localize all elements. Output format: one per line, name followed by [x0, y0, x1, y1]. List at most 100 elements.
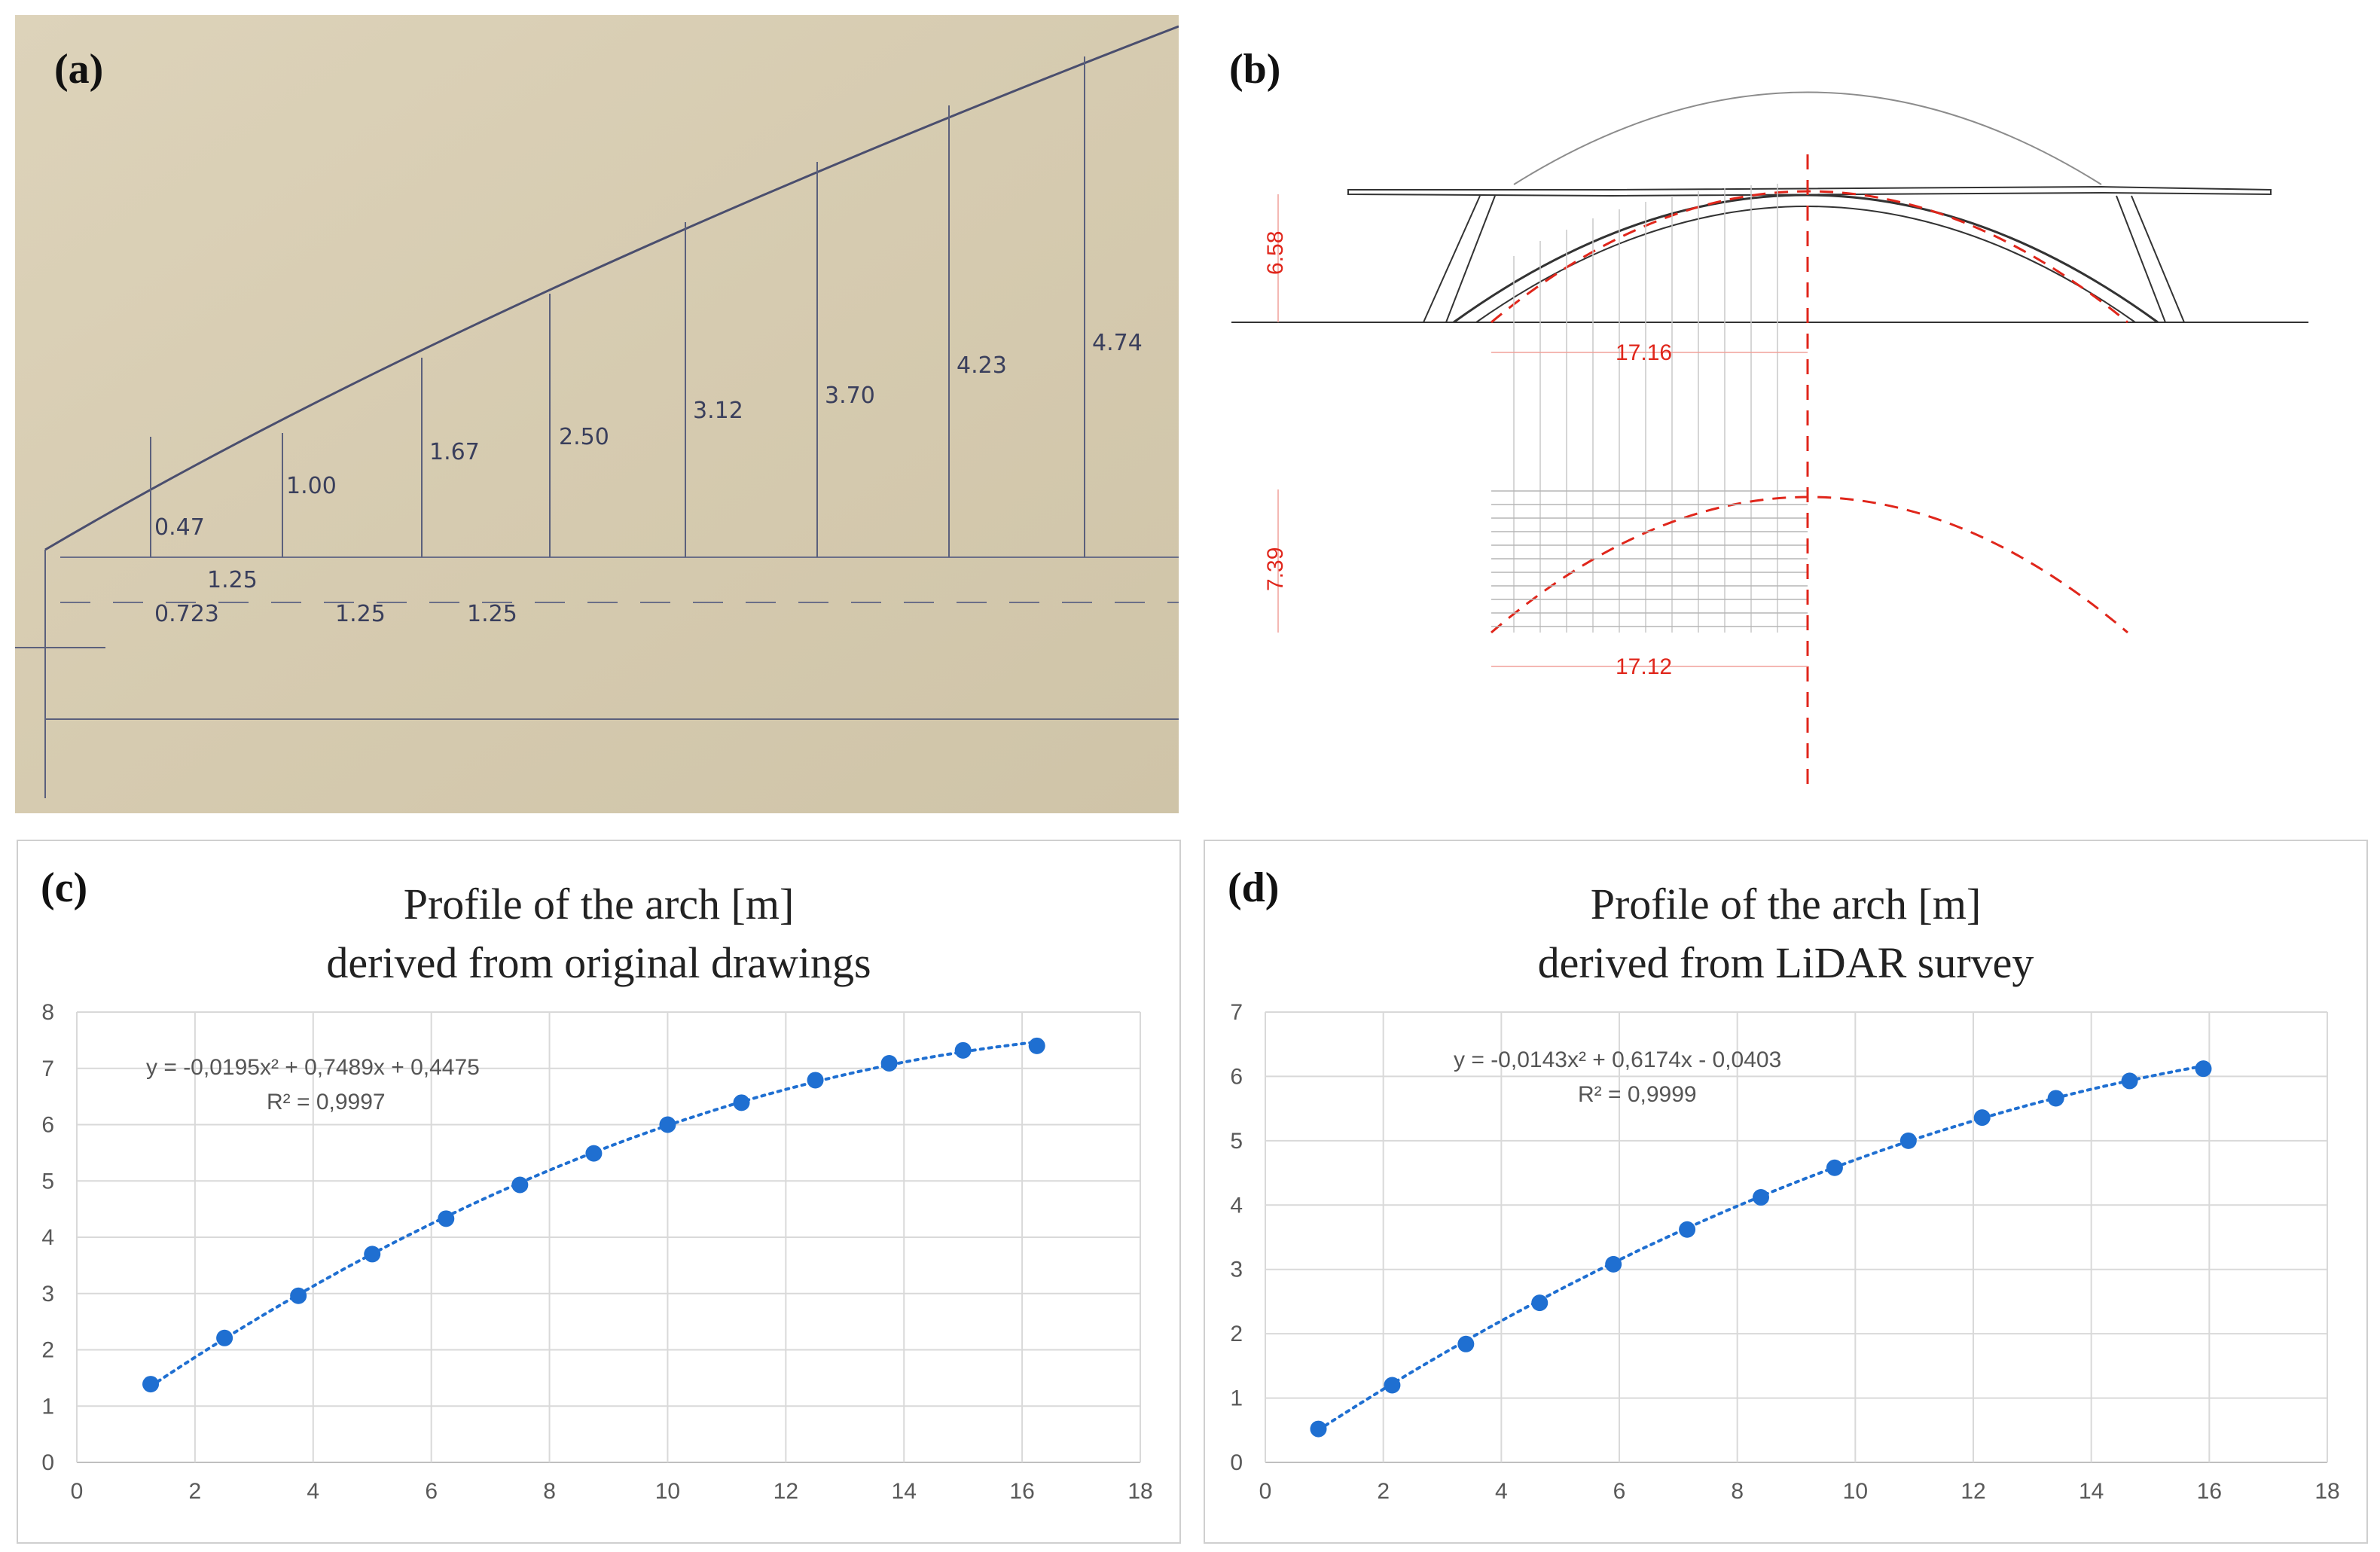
chart-title: Profile of the arch [m] — [1590, 880, 1982, 928]
data-point — [1605, 1255, 1622, 1273]
data-point — [585, 1145, 603, 1162]
data-point — [1310, 1420, 1327, 1438]
dim-span-lower: 17.12 — [1616, 654, 1672, 679]
y-tick-label: 7 — [1230, 1000, 1243, 1025]
dim-span-upper: 17.16 — [1616, 340, 1672, 365]
x-tick-label: 14 — [892, 1479, 917, 1504]
data-point — [1457, 1335, 1475, 1352]
y-tick-label: 6 — [41, 1113, 54, 1138]
data-point — [1973, 1109, 1991, 1127]
chart-subtitle: derived from original drawings — [326, 938, 871, 987]
y-tick-label: 4 — [1230, 1193, 1243, 1218]
data-point — [733, 1094, 750, 1111]
x-tick-label: 6 — [425, 1479, 438, 1504]
x-tick-label: 4 — [307, 1479, 319, 1504]
x-tick-label: 8 — [543, 1479, 556, 1504]
x-tick-label: 6 — [1613, 1479, 1626, 1504]
y-tick-label: 1 — [41, 1394, 54, 1419]
r-squared-label: R² = 0,9999 — [1578, 1082, 1697, 1107]
height-label-2: 1.00 — [286, 473, 337, 499]
y-tick-label: 7 — [41, 1057, 54, 1081]
data-point — [1028, 1037, 1045, 1054]
y-tick-label: 3 — [1230, 1258, 1243, 1282]
trendline-equation: y = -0,0195x² + 0,7489x + 0,4475 — [146, 1055, 480, 1080]
height-label-4: 2.50 — [559, 424, 609, 450]
height-label-1: 0.47 — [154, 514, 205, 541]
chart-subtitle: derived from LiDAR survey — [1537, 938, 2034, 987]
y-tick-label: 5 — [1230, 1129, 1243, 1154]
height-label-3: 1.67 — [429, 439, 480, 465]
data-point — [1899, 1132, 1917, 1149]
panel-label-c: (c) — [41, 864, 88, 911]
x-tick-label: 0 — [1259, 1479, 1272, 1504]
trendline-equation: y = -0,0143x² + 0,6174x - 0,0403 — [1454, 1047, 1781, 1072]
data-point — [807, 1072, 824, 1089]
data-point — [290, 1287, 307, 1304]
dim-height-upper: 6.58 — [1263, 231, 1288, 275]
section-drawing: 6.58 17.16 7.39 17.12 (b) — [1205, 15, 2369, 813]
x-tick-label: 12 — [774, 1479, 798, 1504]
x-tick-label: 18 — [2314, 1479, 2339, 1504]
height-label-5: 3.12 — [693, 398, 743, 424]
data-point — [1531, 1294, 1549, 1312]
chart-title: Profile of the arch [m] — [403, 880, 795, 928]
data-point — [1679, 1221, 1696, 1238]
spacing-label-1: 1.25 — [207, 567, 258, 593]
data-point — [880, 1055, 898, 1072]
data-point — [2121, 1072, 2138, 1090]
y-tick-label: 2 — [41, 1338, 54, 1363]
panel-label-a: (a) — [54, 46, 104, 93]
x-tick-label: 0 — [71, 1479, 84, 1504]
x-tick-label: 16 — [2197, 1479, 2222, 1504]
original-drawing-photo: 0.47 1.00 1.67 2.50 3.12 3.70 4.23 4.74 … — [15, 15, 1179, 813]
height-label-6: 3.70 — [825, 383, 875, 409]
chart-panel-lidar: (d) Profile of the arch [m] derived from… — [1204, 840, 2368, 1544]
x-tick-label: 2 — [189, 1479, 202, 1504]
data-point — [216, 1329, 233, 1346]
section-svg: 6.58 17.16 7.39 17.12 — [1231, 91, 2308, 791]
y-tick-label: 6 — [1230, 1064, 1243, 1089]
data-point — [2195, 1060, 2212, 1078]
x-tick-label: 16 — [1009, 1479, 1034, 1504]
spacing-label-2: 0.723 — [154, 601, 219, 627]
spacing-label-4: 1.25 — [467, 601, 517, 627]
data-point — [659, 1116, 676, 1133]
y-tick-label: 8 — [41, 1000, 54, 1025]
data-point — [1826, 1159, 1843, 1176]
data-point — [954, 1041, 972, 1059]
height-label-7: 4.23 — [957, 352, 1007, 379]
x-tick-label: 10 — [655, 1479, 680, 1504]
data-point — [364, 1246, 381, 1263]
y-tick-label: 2 — [1230, 1322, 1243, 1346]
x-tick-label: 12 — [1960, 1479, 1985, 1504]
panel-label-b: (b) — [1229, 46, 1281, 93]
x-tick-label: 4 — [1495, 1479, 1508, 1504]
chart-panel-original: (c) Profile of the arch [m] derived from… — [17, 840, 1181, 1544]
data-point — [1384, 1377, 1401, 1394]
x-tick-label: 8 — [1731, 1479, 1744, 1504]
arch-curve — [44, 25, 1179, 551]
x-tick-label: 10 — [1843, 1479, 1868, 1504]
y-tick-label: 0 — [41, 1450, 54, 1475]
data-point — [142, 1376, 160, 1393]
x-tick-label: 14 — [2079, 1479, 2104, 1504]
height-label-8: 4.74 — [1092, 330, 1143, 356]
y-tick-label: 4 — [41, 1225, 54, 1250]
data-point — [1753, 1189, 1769, 1206]
dim-height-lower: 7.39 — [1263, 547, 1288, 591]
trendline — [1317, 1064, 2205, 1432]
panel-label-d: (d) — [1228, 864, 1280, 911]
x-tick-label: 18 — [1127, 1479, 1152, 1504]
data-point — [511, 1176, 529, 1194]
spacing-label-3: 1.25 — [335, 601, 386, 627]
drawing-sketch: 0.47 1.00 1.67 2.50 3.12 3.70 4.23 4.74 … — [15, 15, 1179, 813]
height-lines — [150, 56, 1085, 557]
r-squared-label: R² = 0,9997 — [267, 1090, 386, 1114]
data-point — [2047, 1090, 2064, 1107]
data-point — [438, 1210, 455, 1227]
y-tick-label: 1 — [1230, 1386, 1243, 1411]
x-tick-label: 2 — [1377, 1479, 1390, 1504]
y-tick-label: 3 — [41, 1282, 54, 1307]
